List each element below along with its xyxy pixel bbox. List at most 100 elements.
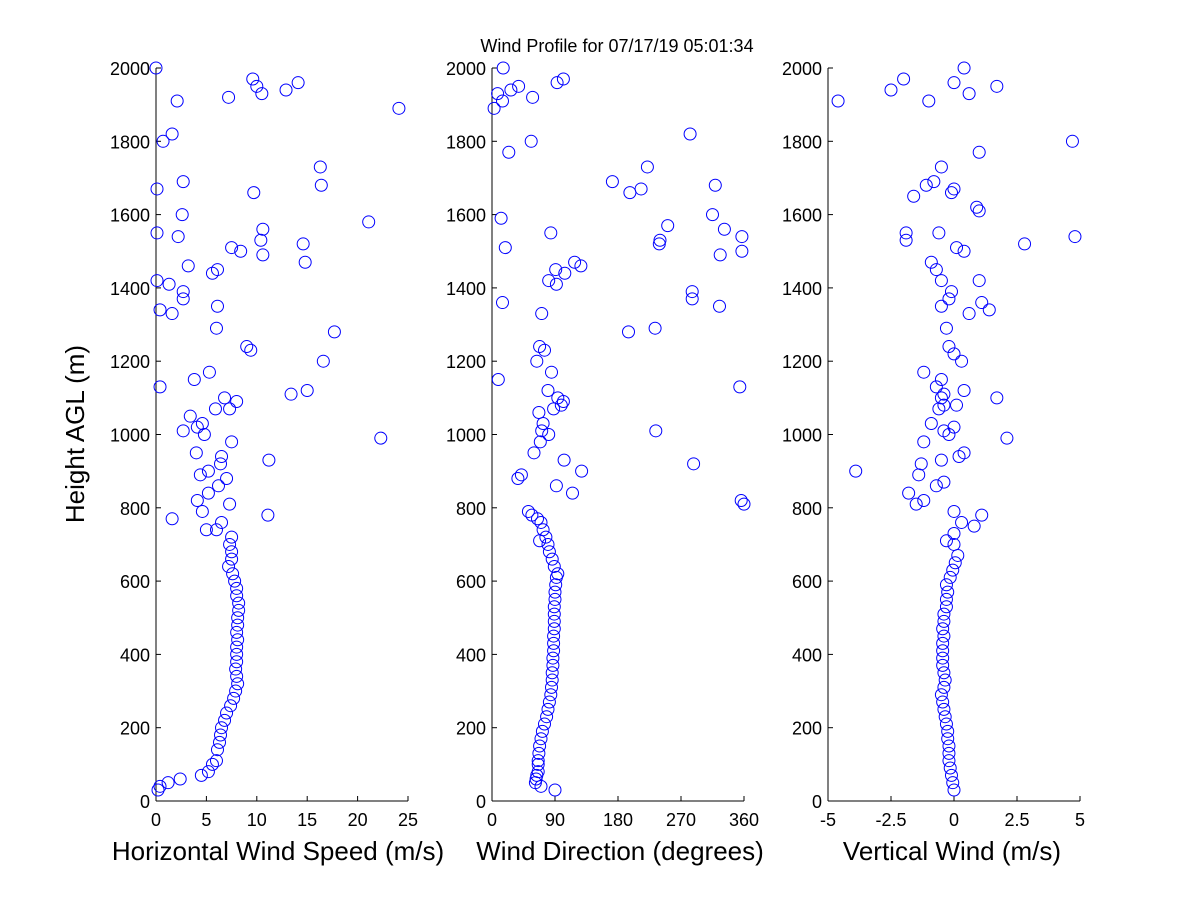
data-point xyxy=(546,658,560,672)
data-point xyxy=(939,578,953,592)
data-point xyxy=(944,285,958,299)
data-point xyxy=(532,406,546,420)
data-point xyxy=(944,186,958,200)
data-point xyxy=(934,688,948,702)
data-point xyxy=(227,691,241,705)
data-point xyxy=(936,695,950,709)
data-point xyxy=(162,277,176,291)
y-tick-label: 800 xyxy=(456,499,486,519)
data-point xyxy=(226,567,240,581)
data-point xyxy=(536,523,550,537)
data-point xyxy=(362,215,376,229)
data-point xyxy=(927,175,941,189)
data-point xyxy=(220,471,234,485)
data-point xyxy=(223,537,237,551)
data-point xyxy=(708,178,722,192)
data-point xyxy=(922,94,936,108)
y-tick-label: 2000 xyxy=(782,59,822,79)
data-point xyxy=(223,402,237,416)
x-tick-label: 270 xyxy=(666,810,696,830)
data-point xyxy=(899,226,913,240)
data-point xyxy=(947,76,961,90)
data-point xyxy=(316,354,330,368)
data-point xyxy=(622,325,635,339)
data-point xyxy=(313,160,327,174)
data-point xyxy=(952,449,966,463)
data-point xyxy=(229,684,243,698)
data-point xyxy=(300,384,314,398)
data-point xyxy=(215,515,229,529)
data-point xyxy=(211,479,225,493)
data-point xyxy=(549,578,563,592)
y-tick-label: 1200 xyxy=(446,352,486,372)
data-point xyxy=(962,87,976,101)
data-point xyxy=(209,321,223,335)
data-point xyxy=(531,754,545,768)
data-point xyxy=(202,365,216,379)
data-point xyxy=(937,680,951,694)
data-point xyxy=(687,457,701,471)
data-point xyxy=(1065,134,1079,148)
data-point xyxy=(195,417,209,431)
data-point xyxy=(545,666,559,680)
data-point xyxy=(957,244,971,258)
data-point xyxy=(683,127,697,141)
data-point xyxy=(939,592,953,606)
data-point xyxy=(942,739,956,753)
data-point xyxy=(884,83,898,97)
data-point xyxy=(550,76,564,90)
data-point xyxy=(279,83,293,97)
y-tick-label: 200 xyxy=(456,719,486,739)
x-axis-label: Vertical Wind (m/s) xyxy=(843,836,1061,866)
data-point xyxy=(201,765,215,779)
y-tick-label: 400 xyxy=(120,645,150,665)
data-point xyxy=(225,435,239,449)
data-point xyxy=(296,237,310,251)
data-point xyxy=(151,783,165,797)
data-point xyxy=(256,248,270,262)
y-tick-label: 1000 xyxy=(782,426,822,446)
data-point xyxy=(231,618,245,632)
y-axis-label: Height AGL (m) xyxy=(60,345,90,523)
data-point xyxy=(948,556,962,570)
data-point xyxy=(939,717,953,731)
data-point xyxy=(685,285,699,299)
data-point xyxy=(972,145,986,159)
data-point xyxy=(527,446,541,460)
data-point xyxy=(512,79,526,93)
data-point xyxy=(733,380,747,394)
data-point xyxy=(1018,237,1032,251)
y-tick-label: 1600 xyxy=(782,206,822,226)
data-point xyxy=(907,189,921,203)
data-point xyxy=(558,266,572,280)
data-point xyxy=(942,746,956,760)
data-point xyxy=(491,373,505,387)
data-point xyxy=(551,567,565,581)
x-tick-label: -2.5 xyxy=(875,810,906,830)
data-point xyxy=(392,101,406,115)
data-point xyxy=(542,274,556,288)
data-point xyxy=(547,622,561,636)
data-point xyxy=(982,303,996,317)
data-point xyxy=(533,340,547,354)
data-point xyxy=(230,647,244,661)
data-point xyxy=(941,585,955,599)
data-point xyxy=(924,255,938,269)
data-point xyxy=(970,200,984,214)
data-point xyxy=(937,398,951,412)
y-tick-label: 1400 xyxy=(446,279,486,299)
data-point xyxy=(199,523,213,537)
data-point xyxy=(195,504,209,518)
data-point xyxy=(547,644,561,658)
x-tick-label: 15 xyxy=(297,810,317,830)
data-point xyxy=(498,241,512,255)
data-point xyxy=(849,464,863,478)
data-point xyxy=(950,398,964,412)
data-point xyxy=(232,603,246,617)
data-point xyxy=(566,486,579,500)
data-point xyxy=(205,757,219,771)
data-point xyxy=(937,607,951,621)
y-tick-label: 1200 xyxy=(110,352,150,372)
data-point xyxy=(525,508,539,522)
data-point xyxy=(374,431,388,445)
